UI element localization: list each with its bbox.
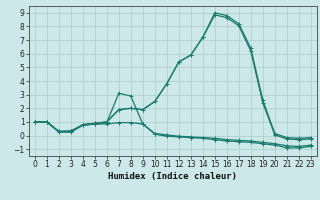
X-axis label: Humidex (Indice chaleur): Humidex (Indice chaleur)	[108, 172, 237, 181]
